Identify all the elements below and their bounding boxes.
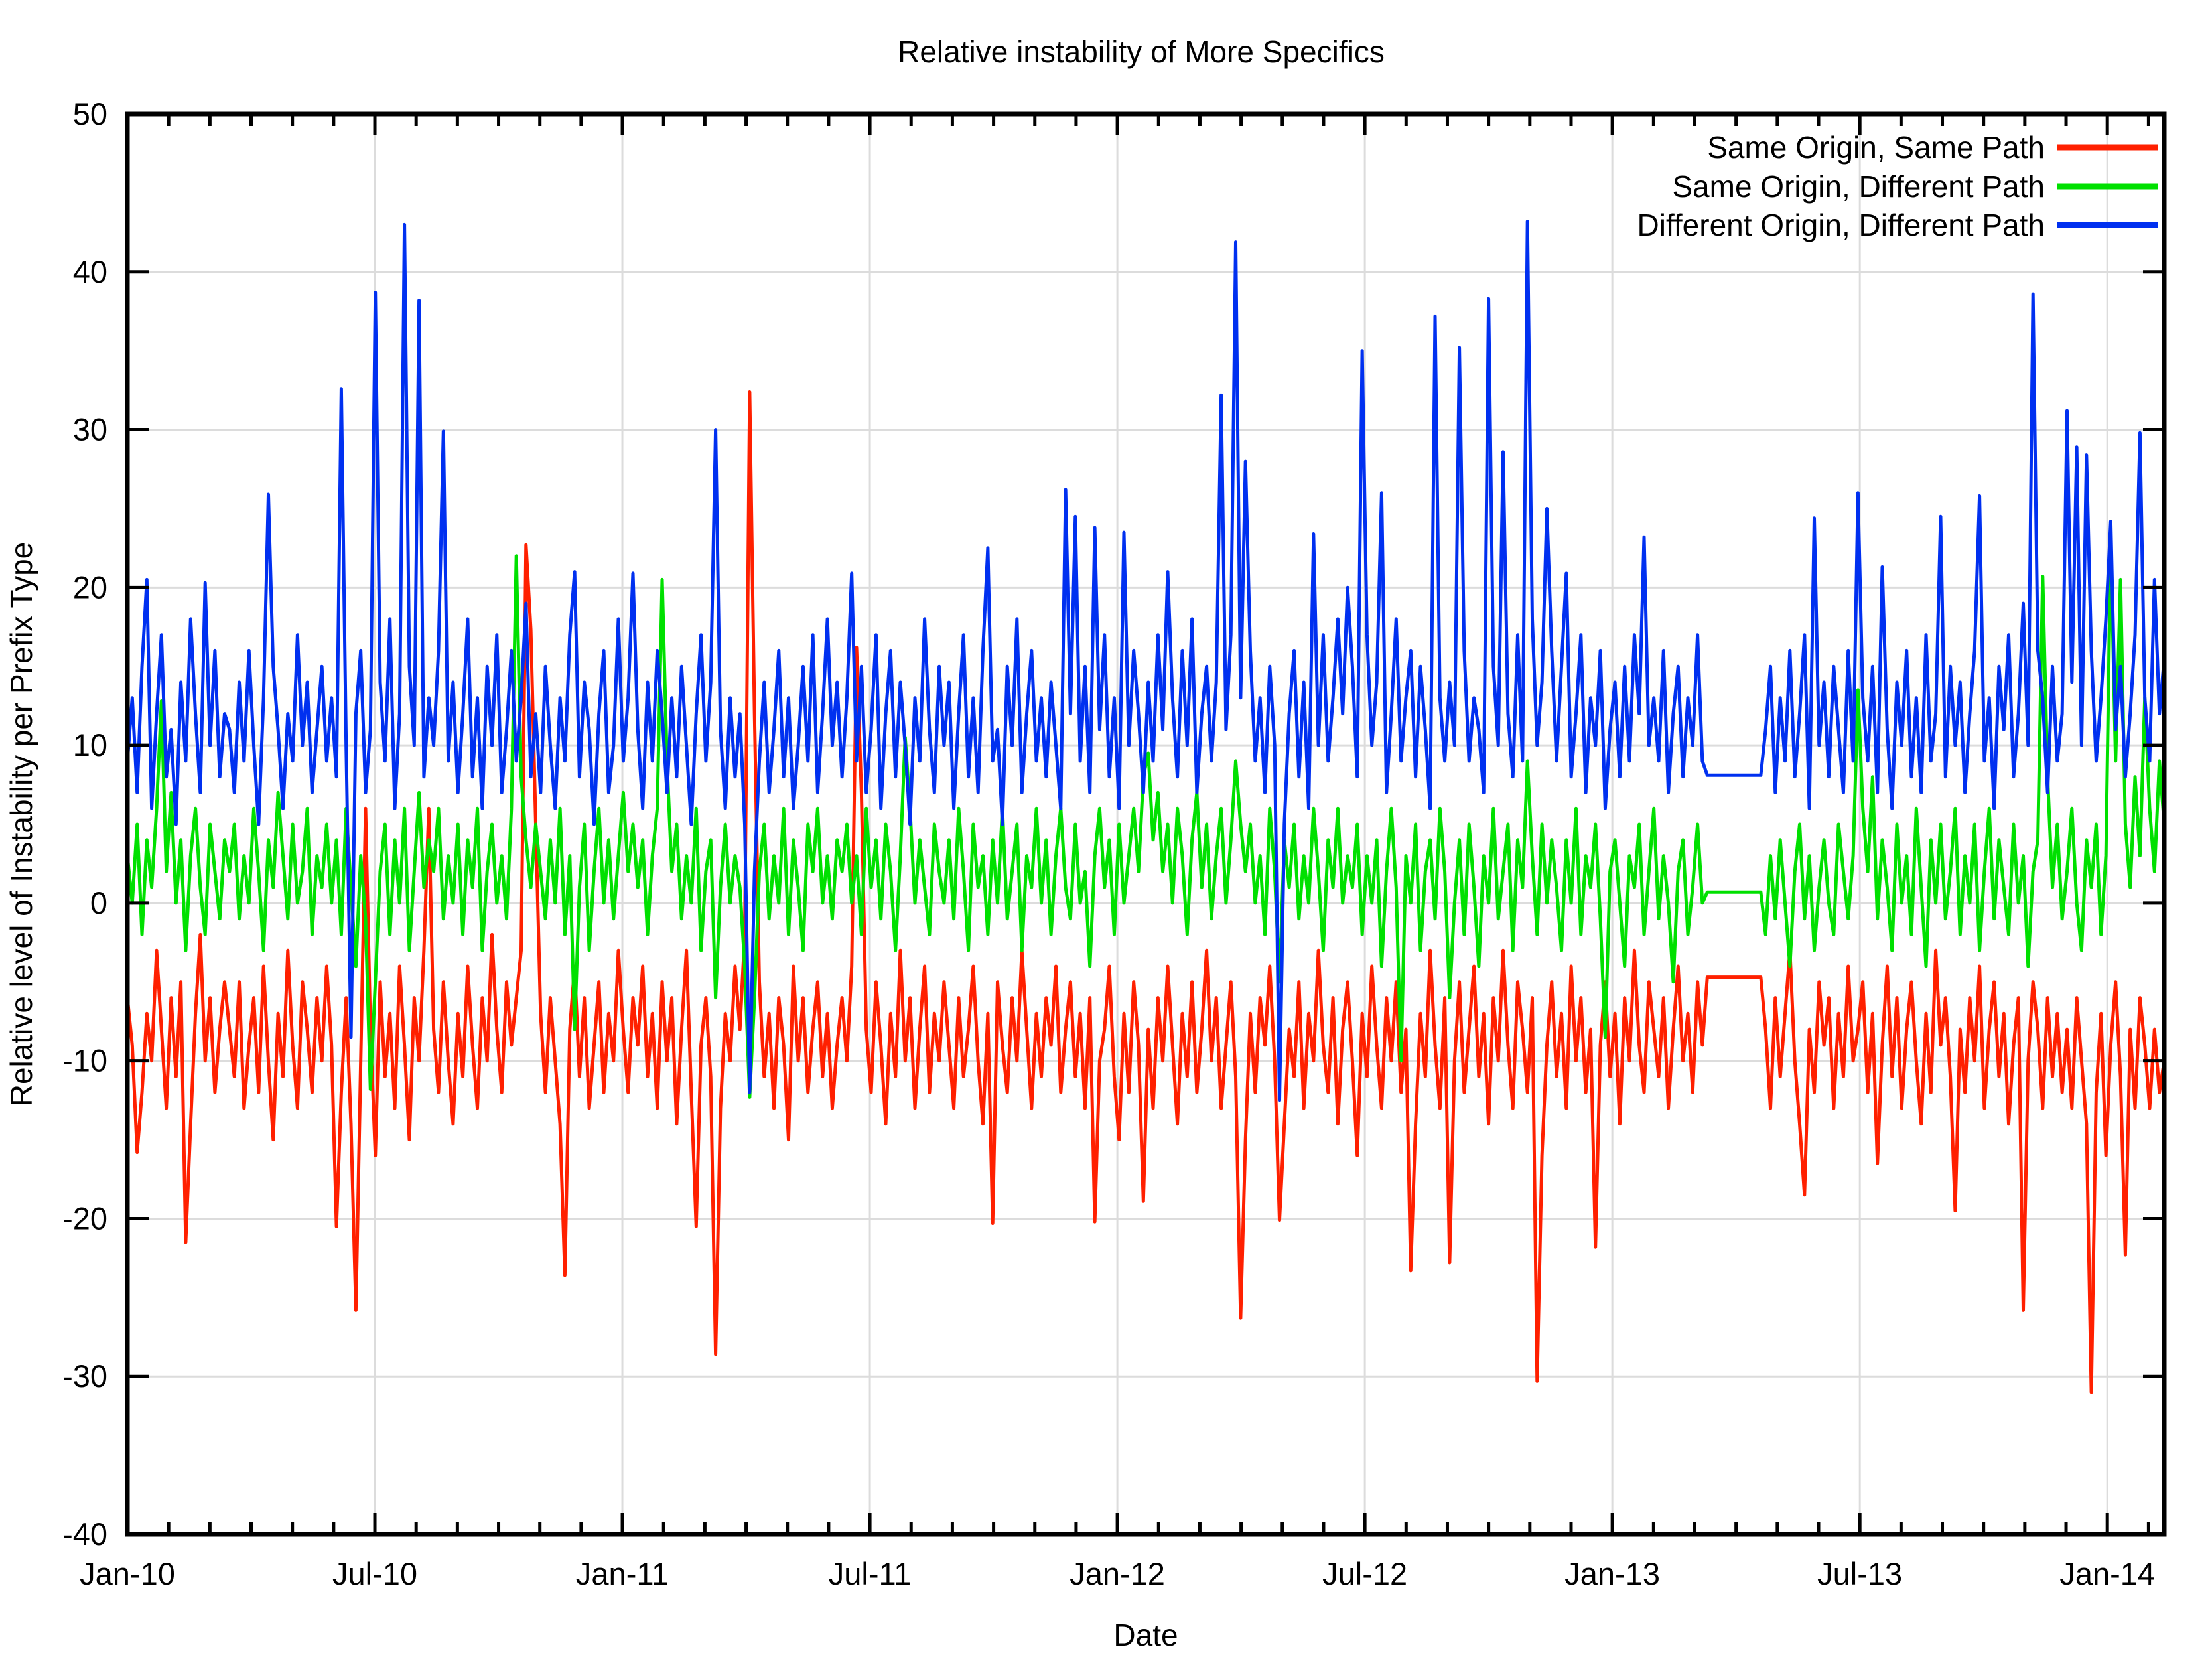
x-tick-label: Jan-11 <box>576 1556 669 1591</box>
series-line-different-origin-different-path <box>125 220 2166 1102</box>
y-tick-label: 50 <box>73 96 107 131</box>
x-tick-label: Jul-12 <box>1322 1556 1407 1591</box>
legend: Same Origin, Same Path Same Origin, Diff… <box>1637 130 2158 242</box>
x-tick-label: Jul-13 <box>1817 1556 1902 1591</box>
chart-title: Relative instability of More Specifics <box>898 35 1385 69</box>
y-axis-title: Relative level of Instability per Prefix… <box>4 542 38 1107</box>
series-line-same-origin-same-path <box>125 390 2166 1394</box>
y-tick-label: -30 <box>62 1358 107 1394</box>
x-tick-label: Jul-10 <box>332 1556 417 1591</box>
legend-label-different-origin-different-path: Different Origin, Different Path <box>1637 208 2045 242</box>
y-tick-label: 10 <box>73 727 107 762</box>
x-tick-label: Jul-11 <box>829 1556 912 1591</box>
y-tick-label: -20 <box>62 1200 107 1236</box>
y-tick-label: 30 <box>73 412 107 447</box>
grid-layer <box>126 113 2164 1536</box>
y-tick-label: -10 <box>62 1043 107 1078</box>
x-tick-label: Jan-12 <box>1070 1556 1165 1591</box>
y-tick-label: 40 <box>73 254 107 289</box>
axis-layer <box>125 111 2167 1537</box>
series-layer <box>125 220 2166 1394</box>
x-axis-title: Date <box>1113 1618 1178 1652</box>
tick-label-layer: Jan-10 Jul-10 Jan-11 Jul-11 Jan-12 Jul-12 Jan-… <box>62 96 2155 1591</box>
legend-label-same-origin-different-path: Same Origin, Different Path <box>1672 169 2045 204</box>
x-tick-label: Jan-14 <box>2059 1556 2155 1591</box>
legend-label-same-origin-same-path: Same Origin, Same Path <box>1707 130 2045 165</box>
y-tick-label: 20 <box>73 569 107 605</box>
x-tick-label: Jan-13 <box>1564 1556 1660 1591</box>
x-tick-label: Jan-10 <box>80 1556 175 1591</box>
y-tick-label: 0 <box>90 885 107 920</box>
y-tick-label: -40 <box>62 1516 107 1551</box>
plot-border <box>125 111 2167 1537</box>
